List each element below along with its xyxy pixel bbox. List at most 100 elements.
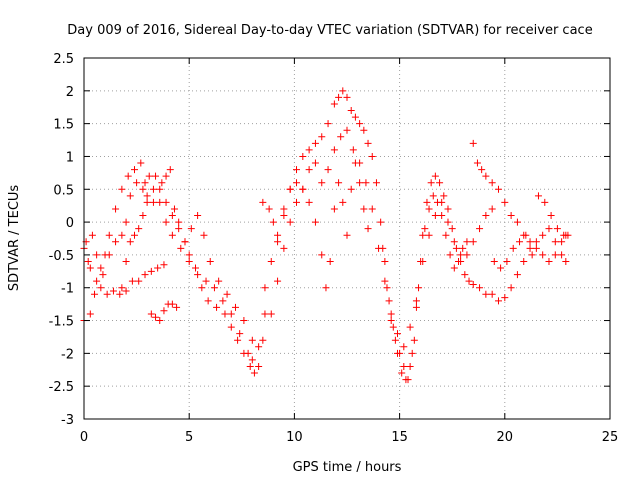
data-point	[126, 238, 134, 246]
data-point	[324, 120, 332, 128]
data-point	[513, 218, 521, 226]
data-point	[86, 264, 94, 272]
data-point	[97, 284, 105, 292]
chart-title: Day 009 of 2016, Sidereal Day-to-day VTE…	[67, 23, 592, 38]
data-point	[461, 271, 469, 279]
data-point	[250, 369, 258, 377]
grid-lines	[84, 58, 610, 419]
data-point	[368, 205, 376, 213]
data-point	[410, 336, 418, 344]
data-point	[335, 93, 343, 101]
data-point	[558, 238, 566, 246]
data-point	[311, 139, 319, 147]
data-point	[423, 198, 431, 206]
data-point	[360, 126, 368, 134]
data-point	[93, 277, 101, 285]
data-point	[427, 179, 435, 187]
data-point	[534, 192, 542, 200]
data-point	[149, 185, 157, 193]
y-tick-label: -1	[61, 282, 74, 297]
data-point	[311, 159, 319, 167]
data-point	[126, 192, 134, 200]
data-point	[156, 317, 164, 325]
data-point	[147, 267, 155, 275]
data-point	[497, 264, 505, 272]
data-point	[488, 179, 496, 187]
data-point	[181, 238, 189, 246]
data-point	[476, 284, 484, 292]
data-point	[255, 362, 263, 370]
data-point	[280, 205, 288, 213]
data-point	[84, 257, 92, 265]
data-point	[330, 100, 338, 108]
data-point	[522, 231, 530, 239]
y-tick-label: 1	[66, 150, 74, 165]
data-point	[147, 310, 155, 318]
data-point	[324, 166, 332, 174]
data-point	[330, 146, 338, 154]
data-point	[473, 159, 481, 167]
data-point	[452, 244, 460, 252]
data-point	[286, 185, 294, 193]
data-point	[160, 307, 168, 315]
data-point	[389, 323, 397, 331]
data-point	[143, 198, 151, 206]
y-tick-label: 2.5	[53, 52, 74, 67]
data-point	[364, 225, 372, 233]
data-point	[122, 257, 130, 265]
data-point	[219, 297, 227, 305]
data-point	[377, 218, 385, 226]
data-point	[215, 277, 223, 285]
data-point	[431, 172, 439, 180]
data-point	[139, 212, 147, 220]
data-point	[381, 277, 389, 285]
data-point	[476, 225, 484, 233]
data-point	[431, 212, 439, 220]
data-point	[318, 251, 326, 259]
y-tick-label: -2.5	[49, 380, 74, 395]
data-point	[391, 336, 399, 344]
data-point	[261, 284, 269, 292]
data-point	[206, 257, 214, 265]
data-point	[175, 218, 183, 226]
data-point	[231, 303, 239, 311]
data-point	[185, 257, 193, 265]
y-tick-label: -2	[61, 347, 74, 362]
data-point	[305, 166, 313, 174]
data-point	[112, 205, 120, 213]
data-point	[112, 238, 120, 246]
data-point	[417, 257, 425, 265]
data-point	[93, 251, 101, 259]
data-point	[545, 257, 553, 265]
data-point	[154, 264, 162, 272]
data-point	[305, 198, 313, 206]
data-point	[105, 231, 113, 239]
data-point	[349, 146, 357, 154]
data-point	[532, 238, 540, 246]
data-point	[446, 251, 454, 259]
data-point	[91, 290, 99, 298]
y-tick-label: 1.5	[53, 118, 74, 133]
data-point	[105, 251, 113, 259]
data-point	[177, 244, 185, 252]
data-point	[305, 146, 313, 154]
data-point	[459, 244, 467, 252]
data-point	[255, 343, 263, 351]
y-tick-label: -1.5	[49, 315, 74, 330]
data-point	[465, 277, 473, 285]
data-point	[469, 280, 477, 288]
data-point	[116, 290, 124, 298]
data-point	[541, 198, 549, 206]
data-point	[103, 290, 111, 298]
data-point	[564, 231, 572, 239]
data-point	[124, 172, 132, 180]
data-point	[501, 198, 509, 206]
data-point	[558, 251, 566, 259]
data-point	[488, 205, 496, 213]
y-tick-label: 0	[66, 216, 74, 231]
data-point	[503, 257, 511, 265]
data-point	[261, 310, 269, 318]
data-point	[387, 310, 395, 318]
data-point	[362, 179, 370, 187]
data-point	[379, 244, 387, 252]
